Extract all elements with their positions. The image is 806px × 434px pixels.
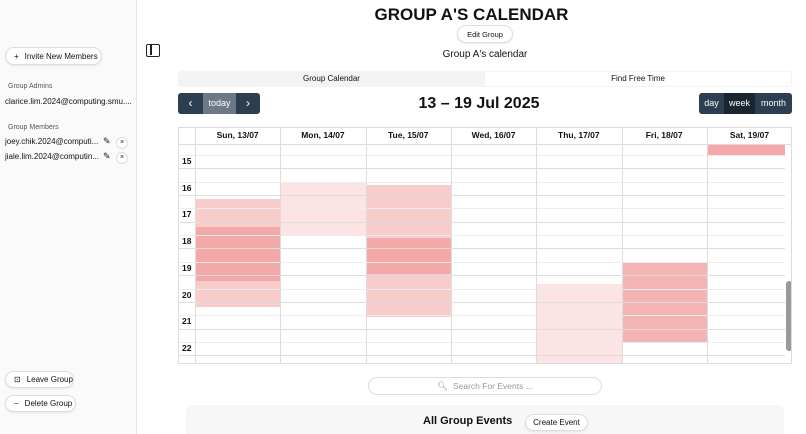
slot-line	[179, 355, 785, 357]
slot-line	[179, 235, 785, 237]
create-event-label: Create Event	[533, 418, 580, 427]
hour-label: 22	[182, 342, 192, 353]
slot-line	[179, 221, 785, 223]
create-event-button[interactable]: Create Event	[525, 414, 588, 431]
leave-label: Leave Group	[26, 375, 73, 384]
group-description: Group A's calendar	[442, 49, 528, 60]
edit-group-label: Edit Group	[467, 29, 503, 39]
calendar: Sun, 13/07 Mon, 14/07 Tue, 15/07 Wed, 16/07…	[178, 127, 792, 364]
hour-label: 21	[182, 316, 192, 327]
slot-line	[179, 248, 785, 250]
tabs: Group Calendar Find Free Time	[178, 71, 792, 87]
admin-email: clarice.lim.2024@computing.smu....	[5, 97, 132, 106]
hour-label: 18	[182, 236, 192, 247]
sidebar-toggle[interactable]	[146, 44, 160, 57]
leave-icon: ⊡	[14, 375, 21, 384]
header-line	[179, 144, 791, 145]
busy-block	[707, 144, 785, 155]
search-icon: 🔍︎	[437, 380, 448, 391]
edit-icon[interactable]: ✎	[103, 136, 111, 146]
member-email: joey.chik.2024@computi...	[5, 137, 99, 146]
day-line	[365, 128, 367, 363]
slot-line	[179, 301, 785, 303]
slot-line	[179, 155, 785, 156]
events-heading: All Group Events	[423, 415, 513, 427]
tab[interactable]: Find Free Time	[485, 72, 791, 86]
day-header: Tue, 15/07	[388, 130, 429, 140]
slot-line	[179, 208, 785, 210]
search-placeholder: Search For Events ...	[452, 381, 533, 391]
hour-label: 15	[182, 156, 192, 166]
tab[interactable]: Group Calendar	[303, 74, 360, 83]
events-panel: All Group Events Create Event	[186, 405, 784, 434]
toggle-bar	[150, 45, 152, 55]
slot-line	[179, 341, 785, 343]
page-title: GROUP A'S CALENDAR	[374, 5, 569, 24]
plus-icon: +	[14, 51, 19, 61]
sidebar: + Invite New Members Group Admins clarice…	[0, 0, 137, 434]
today-button[interactable]: today	[203, 93, 236, 114]
members-heading: Group Members	[8, 124, 59, 131]
remove-icon[interactable]: ×	[116, 152, 128, 164]
day-line	[280, 128, 282, 363]
next-button[interactable]: ›	[246, 96, 250, 110]
slot-line	[179, 195, 785, 197]
date-range: 13 – 19 Jul 2025	[418, 95, 540, 112]
slot-line	[179, 315, 785, 317]
day-header: Mon, 14/07	[301, 130, 345, 140]
busy-block	[195, 199, 280, 227]
time-column-line	[195, 128, 196, 363]
view-button[interactable]: day	[704, 98, 719, 108]
edit-group-button[interactable]: Edit Group	[457, 25, 513, 43]
delete-button[interactable]: − Delete Group	[5, 395, 76, 412]
hour-label: 19	[182, 262, 192, 273]
slot-line	[179, 168, 785, 170]
day-line	[536, 128, 538, 363]
day-header: Wed, 16/07	[471, 130, 516, 140]
member-email: jiale.lim.2024@computin...	[5, 152, 99, 161]
minus-icon: −	[14, 399, 19, 408]
slot-line	[179, 181, 785, 183]
busy-block	[537, 284, 622, 363]
busy-block	[195, 281, 280, 307]
slot-line	[179, 288, 785, 290]
edit-icon[interactable]: ✎	[103, 151, 111, 161]
hour-label: 16	[182, 182, 192, 193]
scrollbar-thumb[interactable]	[786, 281, 791, 351]
day-header: Sat, 19/07	[729, 130, 770, 140]
prev-button[interactable]: ‹	[188, 96, 193, 110]
nav-group: ‹ today ›	[178, 93, 260, 114]
day-line	[450, 128, 452, 363]
invite-label: Invite New Members	[24, 51, 98, 61]
view-button[interactable]: month	[760, 98, 786, 108]
day-line	[621, 128, 623, 363]
hour-label: 20	[182, 289, 192, 300]
slot-line	[179, 261, 785, 263]
day-header: Sun, 13/07	[216, 130, 259, 140]
day-line	[706, 128, 708, 363]
remove-icon[interactable]: ×	[116, 137, 128, 149]
busy-block	[366, 238, 451, 274]
slot-line	[179, 328, 785, 330]
busy-block	[366, 185, 451, 238]
search-box[interactable]: 🔍︎ Search For Events ...	[368, 377, 602, 395]
view-group: day week month	[699, 93, 792, 114]
delete-label: Delete Group	[24, 399, 73, 408]
day-header: Fri, 18/07	[645, 130, 683, 140]
leave-button[interactable]: ⊡ Leave Group	[5, 371, 74, 388]
admins-heading: Group Admins	[8, 83, 53, 90]
slot-line	[179, 275, 785, 277]
hour-label: 17	[182, 209, 192, 220]
day-header: Thu, 17/07	[558, 130, 600, 140]
invite-button[interactable]: + Invite New Members	[5, 47, 102, 65]
busy-block	[366, 274, 451, 317]
view-button[interactable]: week	[724, 93, 755, 114]
